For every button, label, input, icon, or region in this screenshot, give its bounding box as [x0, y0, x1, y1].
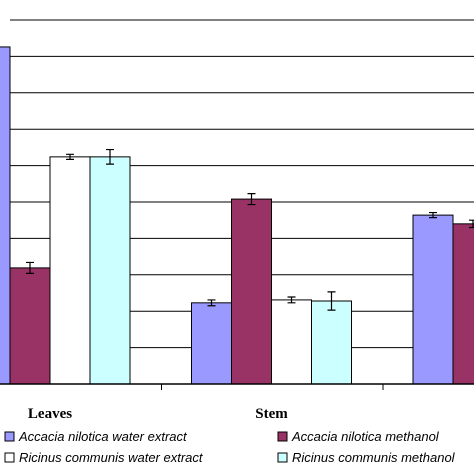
- legend-label: Accacia nilotica water extract: [18, 429, 188, 444]
- bar: [412, 214, 454, 385]
- x-tick-label: Leaves: [28, 406, 72, 422]
- error-bar: [429, 211, 437, 219]
- error-bar: [287, 296, 296, 304]
- bar: [89, 156, 131, 385]
- error-bar: [106, 148, 114, 165]
- bar: [191, 302, 232, 385]
- bar: [452, 223, 474, 385]
- bar: [9, 267, 51, 385]
- bar: [49, 156, 91, 385]
- bar: [271, 299, 312, 385]
- x-tick-label: Stem: [255, 406, 288, 422]
- legend-swatch: [4, 452, 15, 463]
- error-bar: [26, 261, 34, 274]
- error-bar: [247, 193, 256, 206]
- error-bar: [66, 153, 74, 161]
- legend-swatch: [277, 452, 288, 463]
- bar: [231, 198, 272, 385]
- bar: [0, 46, 11, 385]
- error-bar: [327, 291, 336, 311]
- error-bar: [207, 299, 216, 307]
- bar: [311, 300, 352, 385]
- legend-swatch: [4, 431, 15, 442]
- legend-label: Ricinus communis water extract: [19, 450, 204, 465]
- legend-label: Accacia nilotica methanol: [291, 429, 440, 444]
- legend-label: Ricinus communis methanol: [292, 450, 456, 465]
- error-bar: [469, 219, 474, 229]
- legend-swatch: [277, 431, 288, 442]
